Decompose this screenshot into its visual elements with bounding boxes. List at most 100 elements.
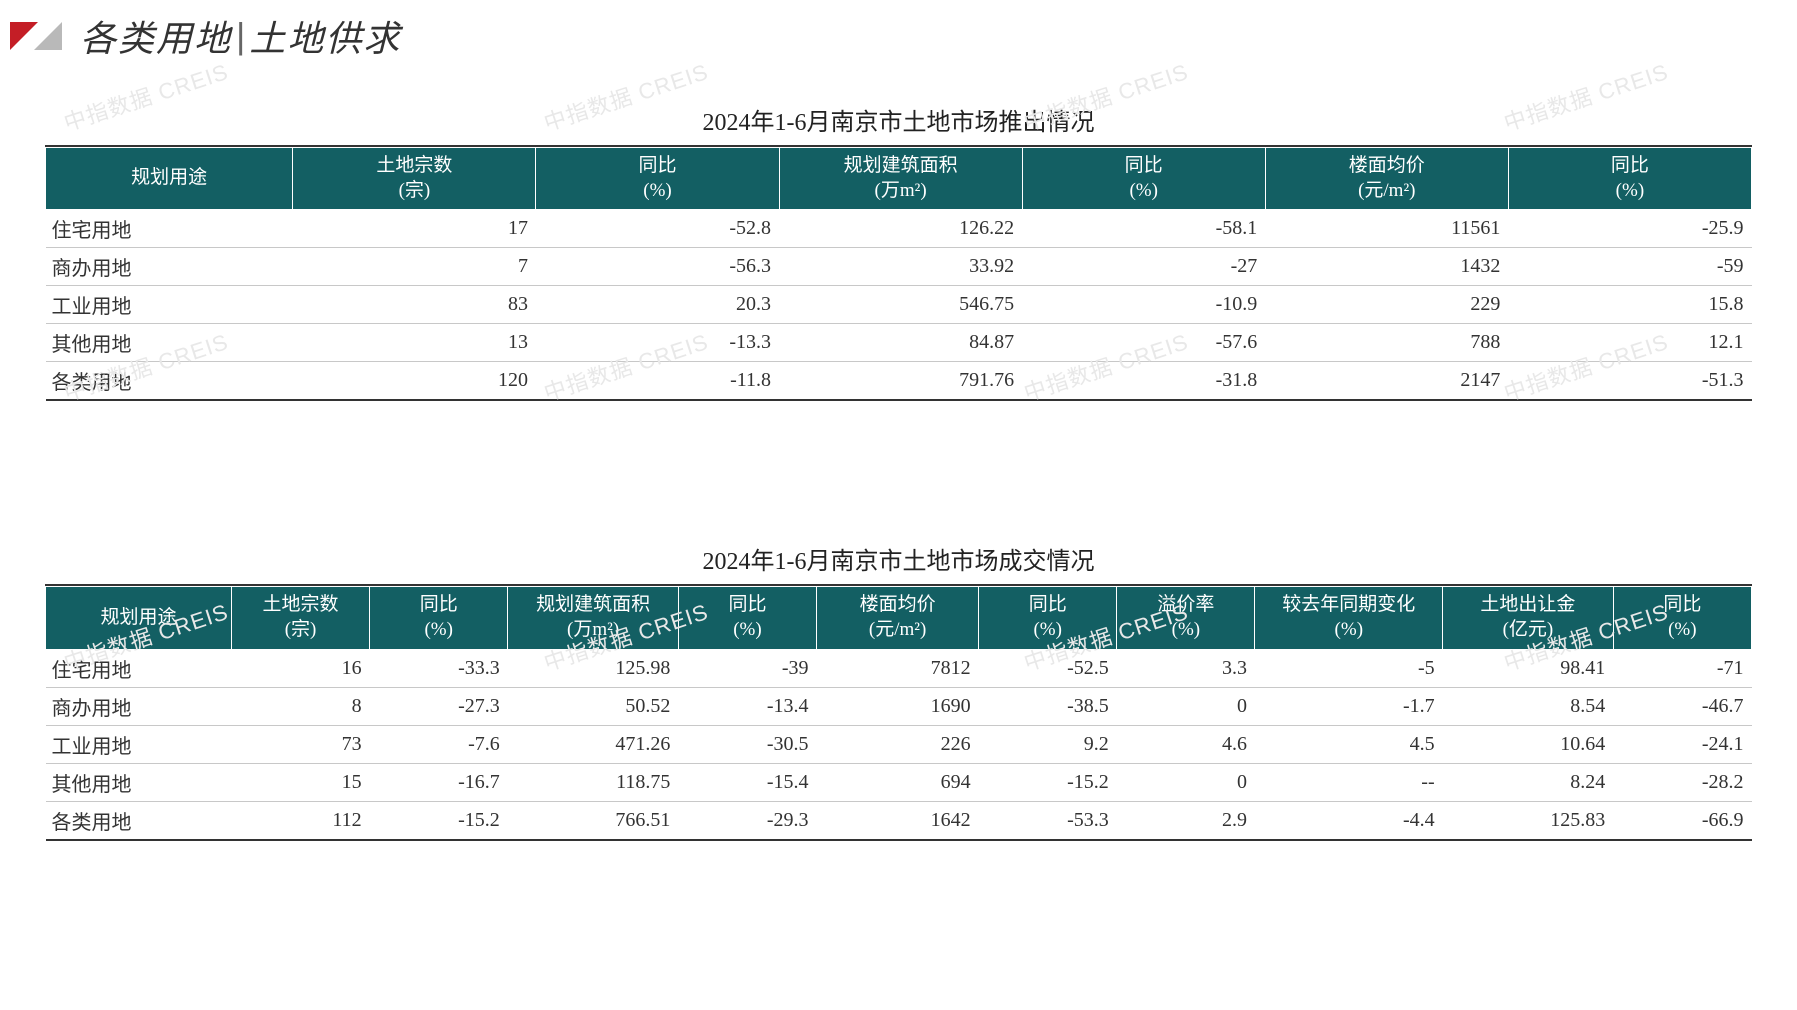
cell-value: -52.5 (979, 649, 1117, 687)
cell-value: 98.41 (1443, 649, 1614, 687)
cell-value: -66.9 (1613, 801, 1751, 840)
column-header: 同比(%) (370, 587, 508, 649)
cell-value: -15.2 (370, 801, 508, 840)
cell-value: -33.3 (370, 649, 508, 687)
cell-value: -7.6 (370, 725, 508, 763)
cell-value: -24.1 (1613, 725, 1751, 763)
column-header: 同比(%) (536, 148, 779, 210)
cell-value: -31.8 (1022, 362, 1265, 401)
cell-value: -29.3 (678, 801, 816, 840)
title-sub: 土地供求 (249, 10, 401, 62)
column-header: 溢价率(%) (1117, 587, 1255, 649)
table-row: 工业用地73-7.6471.26-30.52269.24.64.510.64-2… (46, 725, 1752, 763)
column-header: 同比(%) (1022, 148, 1265, 210)
cell-value: 17 (293, 210, 536, 248)
cell-value: 125.83 (1443, 801, 1614, 840)
cell-value: 20.3 (536, 286, 779, 324)
cell-value: 7812 (817, 649, 979, 687)
cell-value: 4.6 (1117, 725, 1255, 763)
column-header: 规划建筑面积(万m²) (779, 148, 1022, 210)
cell-value: -71 (1613, 649, 1751, 687)
cell-value: 112 (231, 801, 369, 840)
cell-value: -53.3 (979, 801, 1117, 840)
row-category: 住宅用地 (46, 649, 232, 687)
column-header: 同比(%) (678, 587, 816, 649)
cell-value: -13.4 (678, 687, 816, 725)
cell-value: -- (1255, 763, 1443, 801)
column-header: 土地出让金(亿元) (1443, 587, 1614, 649)
column-header: 规划建筑面积(万m²) (508, 587, 679, 649)
table2-title: 2024年1-6月南京市土地市场成交情况 (45, 541, 1752, 576)
cell-value: 229 (1265, 286, 1508, 324)
table1-title: 2024年1-6月南京市土地市场推出情况 (45, 102, 1752, 137)
cell-value: 8.54 (1443, 687, 1614, 725)
cell-value: 0 (1117, 687, 1255, 725)
column-header: 较去年同期变化(%) (1255, 587, 1443, 649)
cell-value: 9.2 (979, 725, 1117, 763)
cell-value: -25.9 (1508, 210, 1751, 248)
cell-value: -52.8 (536, 210, 779, 248)
cell-value: 4.5 (1255, 725, 1443, 763)
cell-value: -15.2 (979, 763, 1117, 801)
cell-value: 11561 (1265, 210, 1508, 248)
cell-value: -56.3 (536, 248, 779, 286)
cell-value: 10.64 (1443, 725, 1614, 763)
cell-value: -46.7 (1613, 687, 1751, 725)
cell-value: -57.6 (1022, 324, 1265, 362)
row-category: 工业用地 (46, 286, 293, 324)
column-header: 楼面均价(元/m²) (817, 587, 979, 649)
title-main: 各类用地 (80, 10, 232, 62)
column-header: 规划用途 (46, 148, 293, 210)
cell-value: 126.22 (779, 210, 1022, 248)
cell-value: -39 (678, 649, 816, 687)
cell-value: 2147 (1265, 362, 1508, 401)
title-separator: | (236, 15, 245, 57)
row-category: 其他用地 (46, 324, 293, 362)
cell-value: -11.8 (536, 362, 779, 401)
cell-value: 12.1 (1508, 324, 1751, 362)
cell-value: 226 (817, 725, 979, 763)
table-row: 住宅用地16-33.3125.98-397812-52.53.3-598.41-… (46, 649, 1752, 687)
cell-value: 471.26 (508, 725, 679, 763)
cell-value: -38.5 (979, 687, 1117, 725)
cell-value: 120 (293, 362, 536, 401)
cell-value: 766.51 (508, 801, 679, 840)
cell-value: -27.3 (370, 687, 508, 725)
table-row: 商办用地8-27.350.52-13.41690-38.50-1.78.54-4… (46, 687, 1752, 725)
cell-value: 791.76 (779, 362, 1022, 401)
table-row: 工业用地8320.3546.75-10.922915.8 (46, 286, 1752, 324)
row-category: 商办用地 (46, 248, 293, 286)
cell-value: 3.3 (1117, 649, 1255, 687)
cell-value: -51.3 (1508, 362, 1751, 401)
cell-value: 118.75 (508, 763, 679, 801)
cell-value: 1690 (817, 687, 979, 725)
cell-value: 15.8 (1508, 286, 1751, 324)
table-row: 商办用地7-56.333.92-271432-59 (46, 248, 1752, 286)
table-row: 其他用地13-13.384.87-57.678812.1 (46, 324, 1752, 362)
cell-value: -5 (1255, 649, 1443, 687)
cell-value: 1642 (817, 801, 979, 840)
cell-value: -10.9 (1022, 286, 1265, 324)
cell-value: 8.24 (1443, 763, 1614, 801)
table1-section: 2024年1-6月南京市土地市场推出情况 规划用途土地宗数(宗)同比(%)规划建… (45, 102, 1752, 401)
logo-icon (10, 22, 62, 50)
column-header: 土地宗数(宗) (231, 587, 369, 649)
row-category: 工业用地 (46, 725, 232, 763)
cell-value: -4.4 (1255, 801, 1443, 840)
table-row: 各类用地120-11.8791.76-31.82147-51.3 (46, 362, 1752, 401)
column-header: 规划用途 (46, 587, 232, 649)
row-category: 各类用地 (46, 801, 232, 840)
column-header: 楼面均价(元/m²) (1265, 148, 1508, 210)
column-header: 同比(%) (1508, 148, 1751, 210)
cell-value: 8 (231, 687, 369, 725)
cell-value: 546.75 (779, 286, 1022, 324)
cell-value: -58.1 (1022, 210, 1265, 248)
column-header: 同比(%) (1613, 587, 1751, 649)
cell-value: 1432 (1265, 248, 1508, 286)
cell-value: -15.4 (678, 763, 816, 801)
cell-value: -59 (1508, 248, 1751, 286)
column-header: 土地宗数(宗) (293, 148, 536, 210)
cell-value: 7 (293, 248, 536, 286)
cell-value: -28.2 (1613, 763, 1751, 801)
cell-value: 16 (231, 649, 369, 687)
